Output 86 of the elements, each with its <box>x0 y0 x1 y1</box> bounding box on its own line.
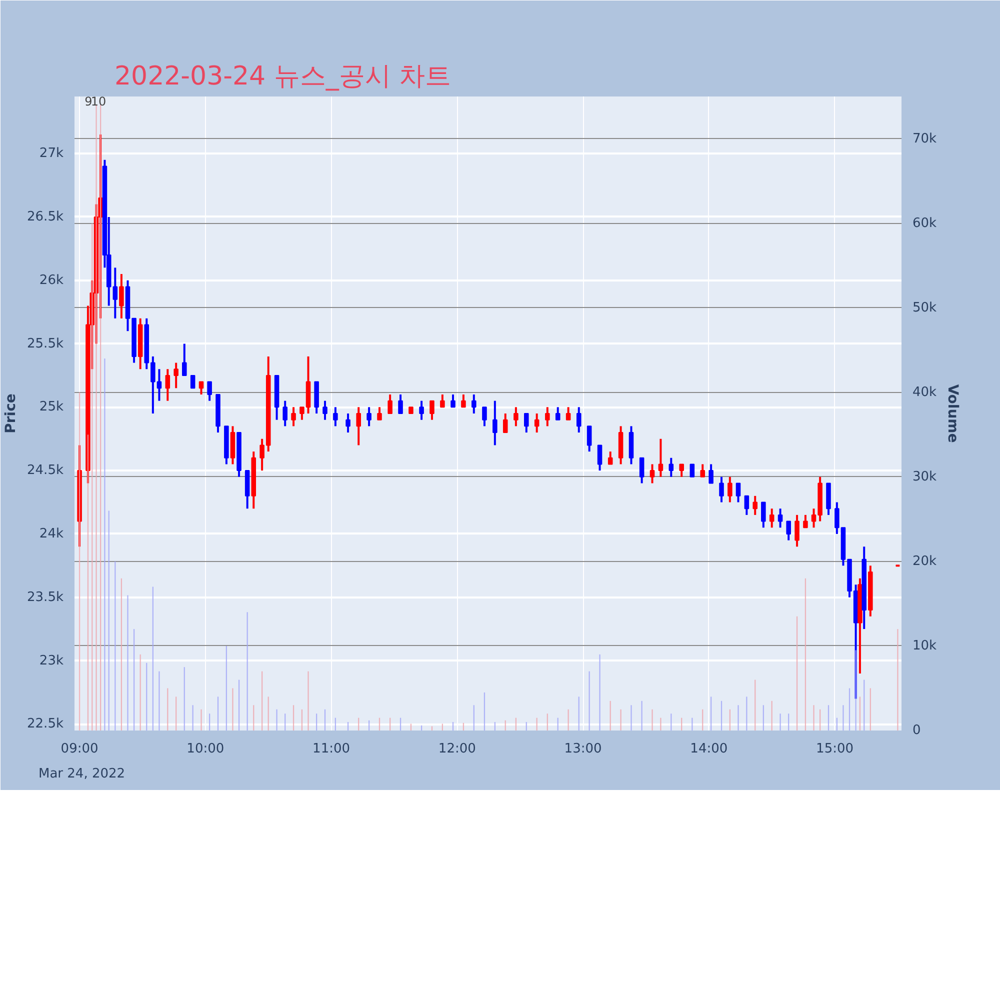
candlestick <box>450 393 456 408</box>
candlestick <box>597 444 602 472</box>
y2-tick-label: 10k <box>912 638 938 654</box>
candlestick <box>545 406 550 428</box>
candlestick <box>728 476 732 504</box>
candlestick <box>679 463 684 478</box>
candlestick <box>534 412 540 434</box>
candlestick <box>719 476 724 504</box>
candlestick <box>803 514 808 529</box>
candlestick <box>794 514 800 548</box>
candlestick <box>388 393 392 414</box>
y2-axis-title: Volume <box>944 384 961 443</box>
candlestick <box>165 368 170 402</box>
candlestick <box>514 406 518 428</box>
y2-tick-label: 20k <box>912 554 938 569</box>
candlestick <box>398 393 403 414</box>
text: Mar 24, 2022 <box>38 766 126 782</box>
annotation: 10 <box>90 94 106 108</box>
candlestick <box>207 380 212 402</box>
y-tick-label: 23.5k <box>27 590 64 605</box>
candlestick <box>708 463 714 484</box>
y-tick-label: 27k <box>39 146 64 162</box>
candlestick <box>658 438 664 478</box>
y2-tick-label: 40k <box>912 384 938 400</box>
candlestick <box>190 374 196 389</box>
y-tick-label: 24k <box>39 526 64 542</box>
y-tick-label: 22.5k <box>27 716 64 732</box>
candlestick <box>356 406 361 446</box>
candlestick <box>472 393 476 414</box>
candlestick <box>566 406 571 421</box>
y-tick-label: 24.5k <box>27 463 64 478</box>
candlestick <box>119 273 124 320</box>
chart-title: 2022-03-24 뉴스_공시 차트 <box>114 62 452 92</box>
x-tick-label: 11:00 <box>312 742 350 756</box>
x-tick-label: 15:00 <box>816 742 854 756</box>
y-axis-title: Price <box>3 394 20 434</box>
candlestick <box>461 393 466 408</box>
candlestick <box>639 456 644 484</box>
candlestick <box>668 456 674 478</box>
candlestick <box>198 380 204 396</box>
candlestick <box>650 463 655 484</box>
y2-tick-label: 30k <box>912 469 938 484</box>
candlestick <box>322 400 328 421</box>
y-tick-label: 25.5k <box>27 336 64 352</box>
y-tick-label: 25k <box>39 400 64 415</box>
candlestick <box>492 400 498 446</box>
candlestick <box>440 393 445 408</box>
candlestick <box>430 400 434 421</box>
candlestick <box>690 464 695 478</box>
candlestick <box>786 520 791 542</box>
candlestick <box>576 406 582 434</box>
candlestick <box>761 501 766 529</box>
y-tick-label: 26k <box>39 272 64 288</box>
x-tick-label: 14:00 <box>690 742 728 756</box>
y2-tick-label: 0 <box>912 723 921 738</box>
x-tick-label: 12:00 <box>438 742 476 756</box>
candlestick <box>333 406 338 428</box>
candlestick <box>555 406 560 421</box>
y-tick-label: 26.5k <box>27 209 64 224</box>
candlestick <box>182 342 187 376</box>
candlestick <box>366 406 372 428</box>
candlestick <box>752 494 758 516</box>
y2-tick-label: 70k <box>912 131 938 146</box>
candlestick <box>700 463 706 478</box>
candlestick <box>769 508 774 529</box>
candlestick <box>586 425 592 453</box>
candlestick <box>744 494 750 516</box>
candlestick <box>608 450 613 466</box>
x-tick-label: 13:00 <box>564 742 602 756</box>
y2-tick-label: 60k <box>912 216 938 231</box>
candlestick <box>174 362 178 390</box>
x-tick-label: 10:00 <box>186 742 224 756</box>
y-tick-label: 23k <box>39 653 64 668</box>
candlestick <box>736 482 741 504</box>
candlestick <box>419 400 424 421</box>
candlestick <box>291 406 296 428</box>
y2-tick-label: 50k <box>912 300 938 316</box>
x-tick-label: 09:00 <box>60 742 98 756</box>
candlestick <box>346 412 350 434</box>
candlestick <box>377 406 382 421</box>
candlestick <box>502 412 508 434</box>
candlestick <box>524 412 529 434</box>
annotation: 9 <box>84 94 92 108</box>
candlestick <box>282 400 288 428</box>
candlestick <box>778 508 783 529</box>
candlestick <box>482 406 487 428</box>
